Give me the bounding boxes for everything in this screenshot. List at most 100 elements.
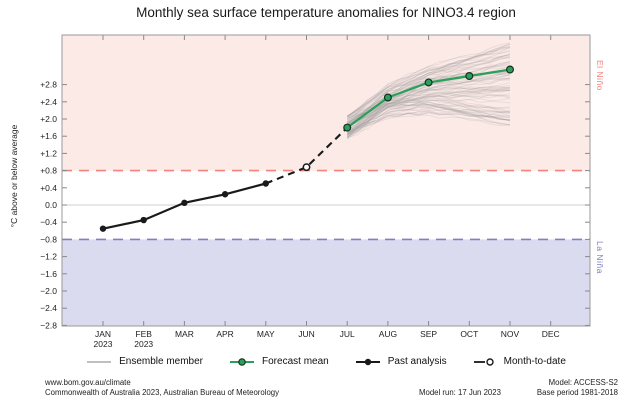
ensemble-member-line: [346, 42, 511, 123]
forecast-mean-point: [424, 78, 433, 87]
ensemble-member-line: [346, 74, 511, 135]
ensemble-member-line: [346, 54, 511, 125]
ensemble-member-line: [346, 71, 511, 117]
y-tick-label: +0.8: [40, 166, 57, 176]
forecast-mean-series: [343, 65, 515, 132]
legend-label-forecast: Forecast mean: [262, 356, 329, 367]
ensemble-member-line: [346, 88, 511, 134]
x-tick-label: JAN: [95, 329, 111, 339]
ensemble-member-line: [347, 108, 511, 133]
chart-title: Monthly sea surface temperature anomalie…: [136, 5, 516, 20]
ensemble-member-line: [347, 110, 511, 136]
ensemble-member-line: [346, 57, 511, 126]
past-analysis-point: [99, 225, 107, 232]
ensemble-member-line: [346, 92, 511, 124]
ensemble-member-line: [347, 103, 511, 127]
forecast-mean-point: [506, 65, 515, 74]
x-tick-label: NOV: [501, 329, 520, 339]
y-tick-label: +2.0: [40, 114, 57, 124]
ensemble-member-line: [346, 82, 511, 132]
ensemble-member-line: [347, 114, 511, 138]
x-tick-label: FEB: [135, 329, 152, 339]
ensemble-member-line: [346, 62, 511, 120]
x-tick-label: OCT: [460, 329, 478, 339]
el-nino-region: [62, 35, 590, 171]
month-to-date-open-dot-icon: [473, 357, 494, 366]
x-tick-label: JUL: [340, 329, 355, 339]
footer-right: Model: ACCESS-S2 Model run: 17 Jun 2023 …: [419, 378, 618, 398]
forecast-line-dot-icon: [230, 357, 255, 366]
ensemble-member-line: [347, 101, 511, 126]
x-tick-label: MAR: [175, 329, 194, 339]
footer-left: www.bom.gov.au/climate Commonwealth of A…: [45, 378, 279, 398]
ensemble-member-line: [346, 57, 511, 117]
legend-item-ensemble: Ensemble member: [86, 356, 203, 367]
forecast-mean-point: [383, 93, 392, 102]
footer-base-period: Base period 1981-2018: [536, 387, 618, 397]
x-tick-label: APR: [216, 329, 233, 339]
footer: www.bom.gov.au/climate Commonwealth of A…: [45, 378, 618, 398]
y-tick-label: +2.8: [40, 80, 57, 90]
ensemble-member-line: [346, 73, 511, 137]
legend-label-ensemble: Ensemble member: [119, 356, 204, 367]
y-tick-label: +1.2: [40, 148, 57, 158]
ensemble-member-line: [346, 46, 511, 118]
y-tick-label: −0.8: [40, 234, 57, 244]
x-tick-label: SEP: [420, 329, 437, 339]
ensemble-member-line: [346, 79, 511, 133]
legend: Ensemble member Forecast mean Past analy…: [62, 356, 590, 367]
la-nina-region: [62, 239, 590, 326]
ensemble-member-line: [346, 105, 511, 133]
ensemble-members: [346, 42, 511, 140]
ensemble-member-line: [346, 61, 511, 117]
legend-label-past: Past analysis: [387, 356, 447, 367]
ensemble-member-line: [347, 112, 511, 134]
x-tick-label: DEC: [542, 329, 560, 339]
y-tick-label: −2.4: [40, 303, 57, 313]
ensemble-member-line: [346, 43, 511, 138]
ensemble-member-line: [346, 97, 511, 117]
past-analysis-point: [221, 191, 229, 198]
ensemble-member-line: [347, 107, 511, 130]
x-tick-year-label: 2023: [94, 339, 113, 349]
la-nina-region-label: La Niña: [595, 241, 605, 274]
ensemble-member-line: [346, 87, 511, 135]
ensemble-member-line: [346, 90, 511, 130]
footer-copyright: Commonwealth of Australia 2023, Australi…: [45, 387, 280, 397]
month-to-date-point: [302, 163, 311, 172]
ensemble-member-line: [346, 47, 511, 122]
legend-item-forecast: Forecast mean: [229, 356, 329, 367]
ensemble-line-icon: [87, 360, 112, 363]
ensemble-member-line: [347, 106, 511, 127]
ensemble-member-line: [347, 111, 511, 138]
ensemble-member-line: [347, 103, 511, 122]
ensemble-member-line: [346, 105, 511, 136]
footer-model: Model: ACCESS-S2: [548, 377, 618, 387]
forecast-mean-point: [343, 123, 352, 132]
ensemble-member-line: [346, 103, 511, 122]
y-tick-label: +1.6: [40, 131, 57, 141]
ensemble-member-line: [346, 97, 511, 136]
forecast-mean-point: [465, 71, 474, 80]
ensemble-member-line: [346, 94, 511, 128]
past-line-dot-icon: [355, 358, 380, 365]
y-tick-label: −0.4: [40, 217, 57, 227]
ensemble-member-line: [347, 104, 511, 125]
past-analysis-point: [262, 180, 269, 187]
past-analysis-point: [181, 199, 188, 207]
ensemble-member-line: [346, 46, 511, 129]
y-tick-label: −2.0: [40, 286, 57, 296]
ensemble-member-line: [346, 111, 511, 136]
y-tick-label: +0.4: [40, 183, 57, 193]
ensemble-member-line: [346, 89, 511, 135]
ensemble-member-line: [346, 55, 511, 118]
plot-border: [61, 34, 591, 327]
el-nino-region-label: El Niño: [595, 60, 605, 91]
ensemble-member-line: [346, 50, 511, 117]
ensemble-member-line: [347, 88, 511, 127]
ensemble-member-line: [346, 74, 511, 133]
y-tick-label: −2.8: [40, 320, 57, 330]
